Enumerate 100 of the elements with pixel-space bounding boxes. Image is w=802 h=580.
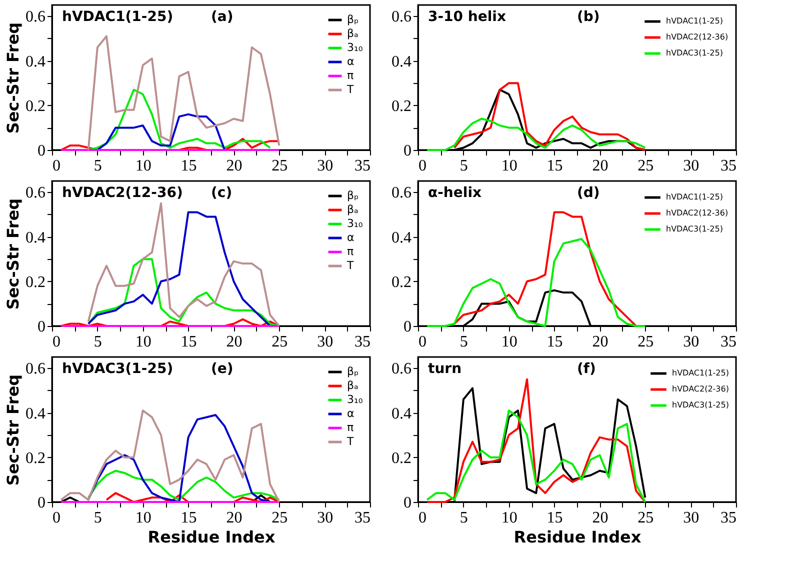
chart-title: hVDAC3(1-25)	[62, 361, 174, 377]
chart-title: turn	[428, 361, 462, 377]
y-tick-label: 0.4	[392, 229, 412, 246]
x-tick-label: 25	[638, 334, 654, 350]
legend-label: hVDAC2(2-36)	[672, 384, 729, 394]
y-axis-title: Sec-Str Freq	[4, 198, 22, 310]
y-tick-label: 0.4	[392, 53, 412, 70]
annotation: (e)	[211, 361, 234, 377]
legend-label: hVDAC2(12-36)	[666, 208, 728, 218]
x-tick-label: 5	[460, 334, 468, 350]
legend-label: βₚ	[347, 13, 360, 26]
legend-label: βₚ	[347, 189, 360, 202]
x-axis-title: Residue Index	[148, 528, 276, 546]
legend-label: hVDAC2(12-36)	[666, 32, 728, 42]
annotation: (c)	[211, 185, 232, 201]
x-tick-label: 0	[52, 510, 60, 526]
x-tick-label: 0	[418, 158, 426, 174]
x-tick-label: 10	[135, 510, 152, 526]
x-tick-label: 35	[354, 510, 370, 526]
y-tick-label: 0	[404, 494, 412, 512]
x-tick-label: 15	[546, 510, 563, 526]
legend-label: βₐ	[347, 203, 358, 216]
legend-label: hVDAC3(1-25)	[672, 400, 729, 410]
y-tick-label: 0.2	[26, 450, 46, 467]
x-tick-label: 35	[720, 158, 736, 174]
x-tick-label: 30	[683, 158, 700, 174]
chart-title: α-helix	[428, 185, 482, 201]
x-tick-label: 30	[317, 510, 334, 526]
x-tick-label: 5	[460, 158, 468, 174]
chart-title: hVDAC2(12-36)	[62, 185, 183, 201]
x-tick-label: 30	[317, 334, 334, 350]
legend-label: π	[347, 245, 354, 258]
x-tick-label: 20	[226, 334, 242, 350]
legend-label: T	[346, 83, 354, 96]
x-tick-label: 15	[180, 510, 197, 526]
y-tick-label: 0	[38, 142, 46, 160]
x-tick-label: 25	[638, 510, 654, 526]
x-tick-label: 20	[226, 510, 242, 526]
legend-label: α	[347, 55, 354, 68]
annotation: (b)	[577, 9, 600, 25]
x-tick-label: 25	[272, 510, 288, 526]
legend-label: T	[346, 259, 354, 272]
x-tick-label: 10	[501, 334, 518, 350]
y-tick-label: 0.4	[26, 229, 46, 246]
x-tick-label: 10	[135, 158, 152, 174]
x-tick-label: 25	[272, 158, 288, 174]
x-tick-label: 35	[720, 510, 736, 526]
x-tick-label: 0	[52, 334, 60, 350]
legend-label: hVDAC3(1-25)	[666, 48, 723, 58]
x-tick-label: 0	[418, 510, 426, 526]
legend-label: π	[347, 69, 354, 82]
y-tick-label: 0.6	[392, 184, 412, 202]
legend-label: T	[346, 435, 354, 448]
x-tick-label: 5	[94, 334, 102, 350]
x-tick-label: 35	[354, 158, 370, 174]
legend-label: βₐ	[347, 379, 358, 392]
x-axis-title: Residue Index	[514, 528, 642, 546]
legend-label: 3₁₀	[347, 393, 364, 406]
legend-label: α	[347, 231, 354, 244]
x-tick-label: 30	[683, 510, 700, 526]
x-tick-label: 5	[94, 510, 102, 526]
x-tick-label: 20	[592, 158, 608, 174]
x-tick-label: 10	[501, 158, 518, 174]
x-tick-label: 20	[226, 158, 242, 174]
chart-title: hVDAC1(1-25)	[62, 9, 174, 25]
y-tick-label: 0	[38, 494, 46, 512]
x-tick-label: 10	[135, 334, 152, 350]
x-tick-label: 30	[683, 334, 700, 350]
chart-title: 3-10 helix	[428, 9, 506, 25]
legend-label: 3₁₀	[347, 41, 364, 54]
x-tick-label: 15	[180, 158, 197, 174]
x-tick-label: 5	[460, 510, 468, 526]
annotation: (d)	[577, 185, 600, 201]
y-tick-label: 0.6	[392, 8, 412, 26]
legend-label: hVDAC3(1-25)	[666, 224, 723, 234]
legend-label: βₐ	[347, 27, 358, 40]
y-tick-label: 0	[38, 318, 46, 336]
legend-label: βₚ	[347, 365, 360, 378]
y-tick-label: 0	[404, 142, 412, 160]
y-tick-label: 0.2	[392, 450, 412, 467]
x-tick-label: 15	[546, 158, 563, 174]
y-tick-label: 0.2	[392, 274, 412, 291]
x-tick-label: 20	[592, 510, 608, 526]
y-tick-label: 0.2	[392, 98, 412, 115]
x-tick-label: 30	[317, 158, 334, 174]
x-tick-label: 20	[592, 334, 608, 350]
x-tick-label: 35	[354, 334, 370, 350]
legend-label: hVDAC1(1-25)	[666, 16, 723, 26]
y-tick-label: 0.6	[26, 8, 46, 26]
legend-label: 3₁₀	[347, 217, 364, 230]
x-tick-label: 15	[546, 334, 563, 350]
y-tick-label: 0.4	[26, 405, 46, 422]
annotation: (f)	[577, 361, 596, 377]
legend-label: α	[347, 407, 354, 420]
x-tick-label: 0	[418, 334, 426, 350]
y-tick-label: 0.6	[26, 360, 46, 378]
y-tick-label: 0.6	[392, 360, 412, 378]
x-tick-label: 15	[180, 334, 197, 350]
y-axis-title: Sec-Str Freq	[4, 374, 22, 486]
annotation: (a)	[211, 9, 234, 25]
